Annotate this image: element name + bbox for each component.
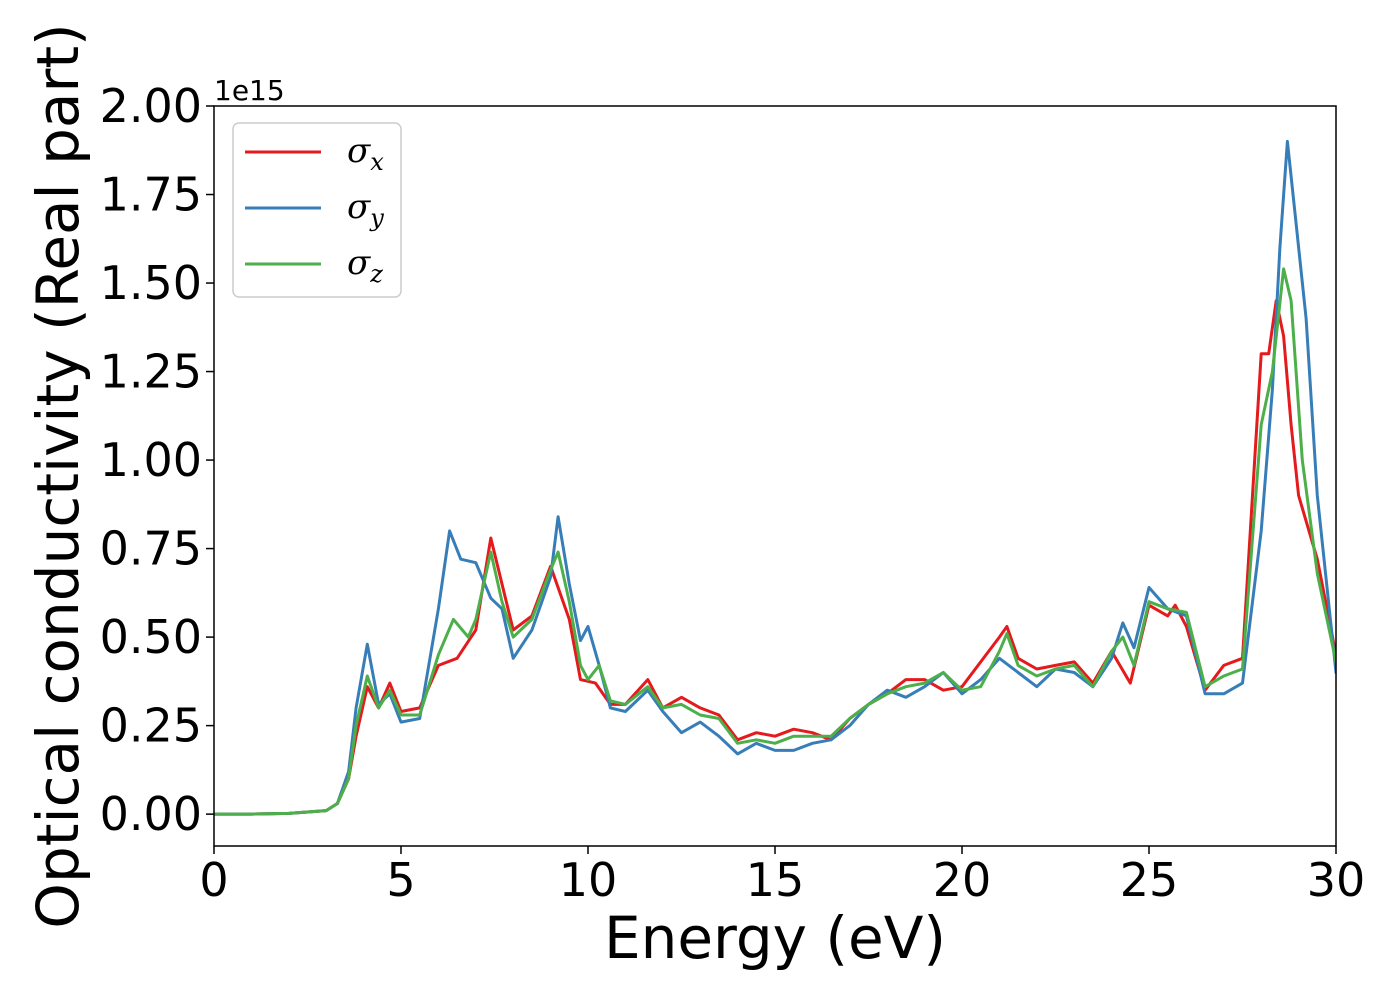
legend-label-base: σ	[347, 131, 371, 171]
y-tick-label: 1.50	[100, 256, 202, 310]
y-tick-label: 2.00	[100, 79, 202, 133]
x-tick-label: 10	[559, 853, 618, 907]
plot-frame	[213, 105, 1337, 847]
legend-label: σx	[347, 131, 384, 176]
x-tick-label: 25	[1120, 853, 1179, 907]
y-axis-title: Optical conductivity (Real part)	[24, 23, 92, 928]
legend-label-subscript: y	[369, 204, 384, 232]
y-tick-label: 1.00	[100, 433, 202, 487]
y-tick-label: 0.00	[100, 787, 202, 841]
y-offset-label: 1e15	[214, 74, 285, 107]
x-tick-label: 0	[199, 853, 228, 907]
y-tick-label: 1.25	[100, 345, 202, 399]
y-tick-label: 1.75	[100, 168, 202, 222]
legend-label: σz	[347, 243, 383, 288]
legend-label-base: σ	[347, 243, 371, 283]
y-axis-ticks: 0.00 0.25 0.50 0.75 1.00 1.25 1.50 1.75 2.00	[100, 79, 214, 841]
legend-box	[232, 122, 402, 298]
y-tick-label: 0.50	[100, 610, 202, 664]
series-line-σz	[214, 267, 1336, 816]
legend-label: σy	[347, 187, 384, 232]
x-axis-ticks: 0 5 10 15 20 25 30	[199, 846, 1365, 907]
x-tick-label: 15	[746, 853, 805, 907]
legend-label-subscript: x	[370, 148, 384, 176]
x-tick-label: 5	[386, 853, 415, 907]
x-tick-label: 20	[933, 853, 992, 907]
series-lines	[214, 139, 1336, 816]
legend-label-base: σ	[347, 187, 371, 227]
legend-label-subscript: z	[369, 260, 383, 288]
x-tick-label: 30	[1307, 853, 1366, 907]
y-tick-label: 0.75	[100, 522, 202, 576]
y-tick-label: 0.25	[100, 699, 202, 753]
x-axis-title: Energy (eV)	[604, 904, 946, 972]
series-line-σx	[214, 299, 1336, 816]
series-line-σy	[214, 139, 1336, 816]
